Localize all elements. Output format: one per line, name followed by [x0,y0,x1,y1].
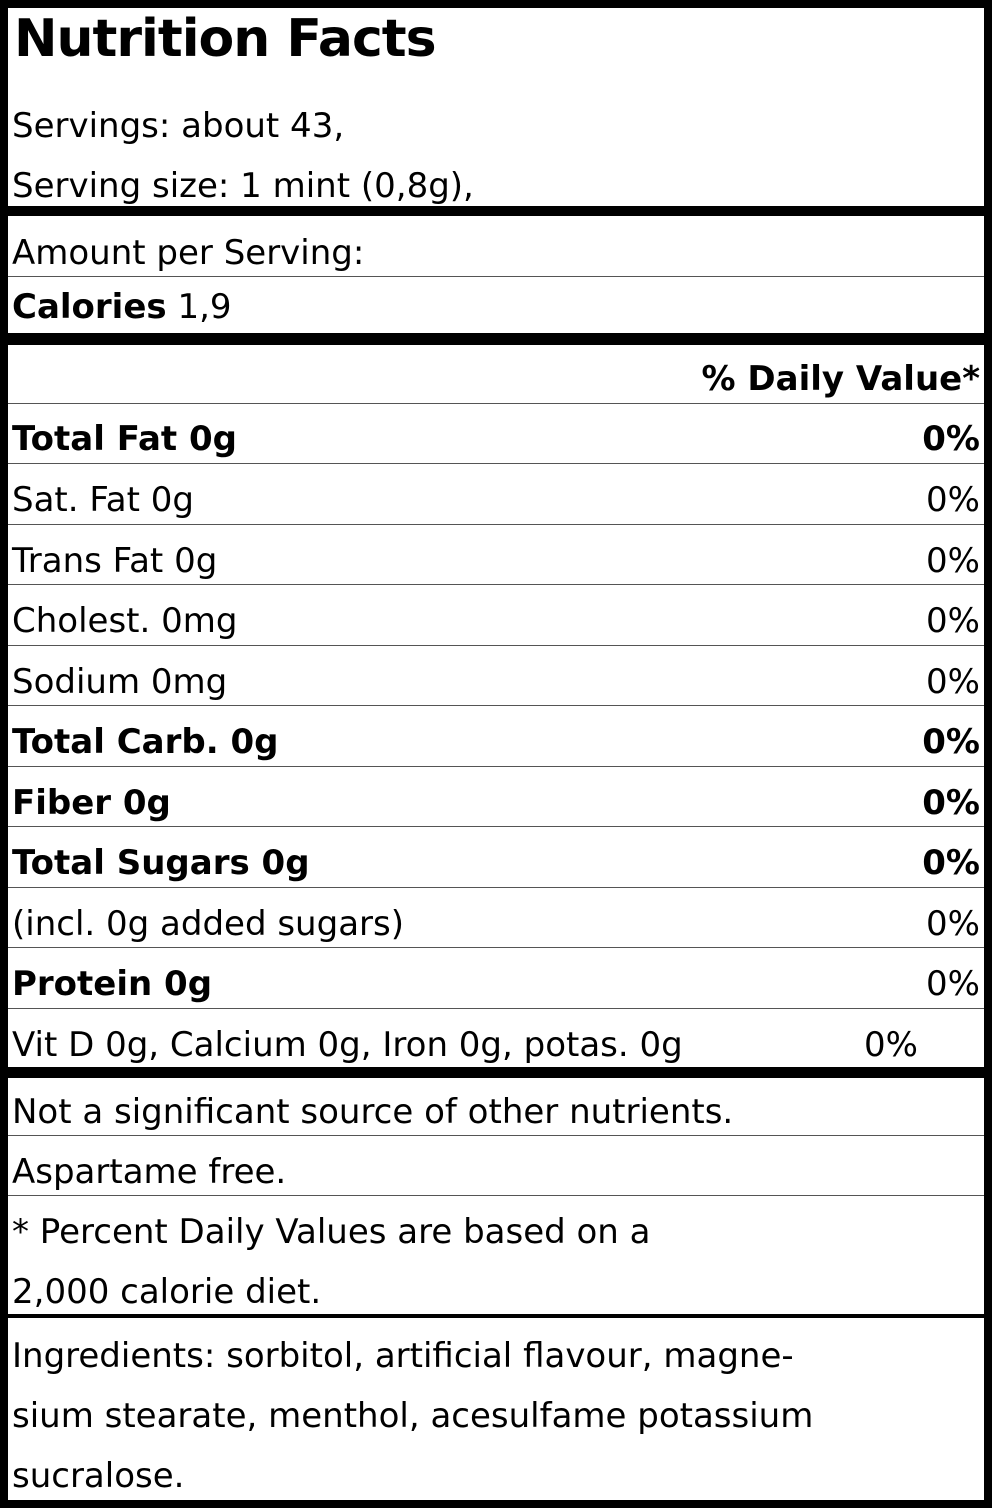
row-divider [8,705,984,706]
section-divider [8,1314,984,1318]
nutrient-percent: 0% [922,843,980,883]
nutrient-percent: 0% [926,904,980,944]
row-divider [8,584,984,585]
row-divider [8,463,984,464]
nutrient-percent: 0% [926,541,980,581]
row-divider [8,887,984,888]
note-daily-values-line1: * Percent Daily Values are based on a [12,1212,651,1252]
vitamins-text: Vit D 0g, Calcium 0g, Iron 0g, potas. 0g [12,1025,683,1065]
thick-divider [8,333,984,345]
row-divider [8,645,984,646]
ingredients-line1: Ingredients: sorbitol, artificial flavou… [12,1336,794,1376]
row-divider [8,1195,984,1196]
nutrient-percent: 0% [922,722,980,762]
thick-divider [8,1067,984,1078]
daily-value-header: % Daily Value* [701,359,980,399]
note-aspartame-free: Aspartame free. [12,1152,287,1192]
nutrient-name: Cholest. 0mg [12,601,238,641]
row-divider [8,524,984,525]
nutrient-name: Protein 0g [12,964,213,1004]
servings-text: Servings: about 43, [12,106,345,146]
nutrient-percent: 0% [926,601,980,641]
row-divider [8,1135,984,1136]
row-divider [8,1008,984,1009]
row-divider [8,947,984,948]
row-divider [8,403,984,404]
amount-per-serving-label: Amount per Serving: [12,233,365,273]
nutrient-name: Fiber 0g [12,783,171,823]
nutrient-name: Trans Fat 0g [12,541,218,581]
nutrient-percent: 0% [922,419,980,459]
nutrient-percent: 0% [926,964,980,1004]
nutrient-percent: 0% [922,783,980,823]
row-divider [8,276,984,277]
nutrient-name: (incl. 0g added sugars) [12,904,404,944]
nutrient-percent: 0% [926,480,980,520]
ingredients-line2: sium stearate, menthol, acesulfame potas… [12,1396,814,1436]
label-title: Nutrition Facts [14,9,437,69]
nutrient-name: Total Fat 0g [12,419,237,459]
note-not-significant: Not a significant source of other nutrie… [12,1092,734,1132]
calories-line: Calories 1,9 [12,287,232,327]
note-daily-values-line2: 2,000 calorie diet. [12,1272,322,1312]
nutrient-name: Sat. Fat 0g [12,480,194,520]
nutrient-name: Total Sugars 0g [12,843,310,883]
thick-divider [8,206,984,216]
serving-size-text: Serving size: 1 mint (0,8g), [12,166,474,206]
calories-value: 1,9 [166,287,232,327]
row-divider [8,766,984,767]
nutrient-name: Sodium 0mg [12,662,228,702]
nutrient-percent: 0% [926,662,980,702]
row-divider [8,826,984,827]
ingredients-line3: sucralose. [12,1456,185,1496]
nutrient-name: Total Carb. 0g [12,722,279,762]
vitamins-percent: 0% [864,1025,918,1065]
calories-label: Calories [12,287,167,327]
